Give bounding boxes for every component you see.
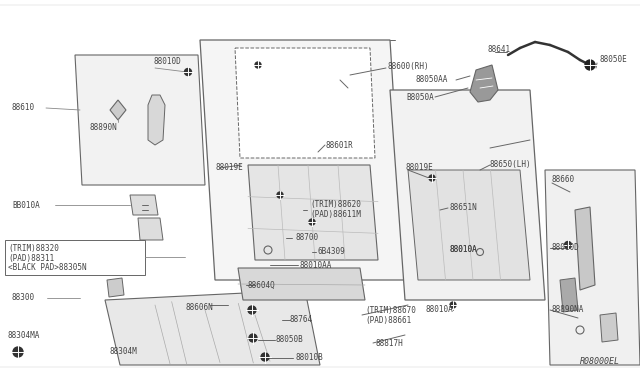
Text: (PAD)88611M: (PAD)88611M	[310, 211, 361, 219]
Text: 88651N: 88651N	[450, 203, 477, 212]
Polygon shape	[200, 40, 405, 280]
Polygon shape	[470, 65, 498, 102]
Circle shape	[277, 192, 283, 198]
Circle shape	[564, 241, 572, 248]
Text: (TRIM)88670: (TRIM)88670	[365, 305, 416, 314]
Text: 88050B: 88050B	[276, 336, 304, 344]
Circle shape	[261, 353, 269, 361]
Text: 88300: 88300	[12, 294, 35, 302]
Text: (TRIM)88620: (TRIM)88620	[310, 201, 361, 209]
Text: 88019E: 88019E	[216, 164, 244, 173]
Text: 88019E: 88019E	[405, 164, 433, 173]
Circle shape	[184, 68, 191, 76]
Text: 6B4309: 6B4309	[318, 247, 346, 257]
Circle shape	[255, 62, 261, 68]
Polygon shape	[107, 278, 124, 297]
Polygon shape	[560, 278, 578, 312]
Text: 88764: 88764	[290, 315, 313, 324]
Text: 88010A: 88010A	[450, 246, 477, 254]
Text: 88050AA: 88050AA	[415, 76, 447, 84]
Text: 88010D: 88010D	[153, 58, 180, 67]
Text: 88601R: 88601R	[325, 141, 353, 150]
Text: 88660: 88660	[552, 176, 575, 185]
Text: 88304MA: 88304MA	[8, 330, 40, 340]
Text: 88050E: 88050E	[600, 55, 628, 64]
Text: 88890N: 88890N	[90, 124, 118, 132]
Text: (PAD)88661: (PAD)88661	[365, 315, 412, 324]
Text: 88304M: 88304M	[110, 347, 138, 356]
Text: (TRIM)88320: (TRIM)88320	[8, 244, 59, 253]
Polygon shape	[138, 218, 163, 240]
Circle shape	[585, 60, 595, 70]
Text: B8050A: B8050A	[406, 93, 434, 102]
Polygon shape	[110, 100, 126, 120]
Text: 88817H: 88817H	[375, 339, 403, 347]
Polygon shape	[148, 95, 165, 145]
Text: 88010AA: 88010AA	[300, 260, 332, 269]
Circle shape	[309, 219, 315, 225]
Text: 88010D: 88010D	[552, 244, 580, 253]
Polygon shape	[238, 268, 365, 300]
Text: 88010A: 88010A	[425, 305, 452, 314]
Polygon shape	[105, 290, 320, 365]
Polygon shape	[575, 207, 595, 290]
Text: 88700: 88700	[295, 234, 318, 243]
Circle shape	[13, 347, 23, 357]
Polygon shape	[248, 165, 378, 260]
Text: <BLACK PAD>88305N: <BLACK PAD>88305N	[8, 263, 86, 273]
Text: BB010A: BB010A	[12, 201, 40, 209]
Text: (PAD)88311: (PAD)88311	[8, 253, 54, 263]
Polygon shape	[545, 170, 640, 365]
Text: 88641: 88641	[488, 45, 511, 55]
Text: 88604Q: 88604Q	[248, 280, 276, 289]
Circle shape	[450, 302, 456, 308]
Polygon shape	[390, 90, 545, 300]
Text: 88650(LH): 88650(LH)	[490, 160, 532, 170]
Text: 88010B: 88010B	[295, 353, 323, 362]
Circle shape	[249, 334, 257, 342]
Text: 88606N: 88606N	[185, 302, 212, 311]
Text: R08000EL: R08000EL	[580, 357, 620, 366]
Text: 88010A: 88010A	[450, 246, 477, 254]
Polygon shape	[235, 48, 375, 158]
Polygon shape	[600, 313, 618, 342]
Polygon shape	[75, 55, 205, 185]
Text: 88600(RH): 88600(RH)	[387, 62, 429, 71]
Text: 88610: 88610	[12, 103, 35, 112]
Polygon shape	[130, 195, 158, 215]
Polygon shape	[150, 338, 165, 358]
Polygon shape	[408, 170, 530, 280]
Circle shape	[429, 175, 435, 181]
Text: 88890NA: 88890NA	[552, 305, 584, 314]
Circle shape	[248, 306, 256, 314]
